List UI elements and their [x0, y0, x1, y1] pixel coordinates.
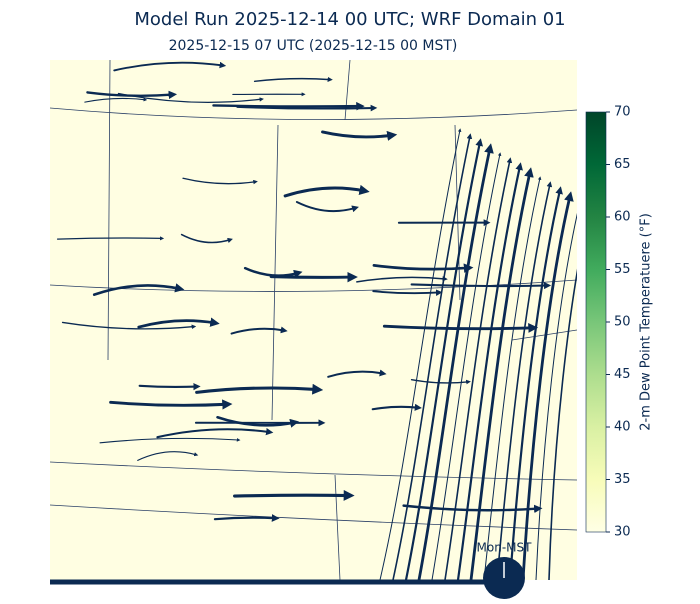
subtitle: 2025-12-15 07 UTC (2025-12-15 00 MST)	[169, 38, 458, 54]
colorbar-tick-label: 70	[614, 105, 631, 120]
map	[50, 60, 590, 580]
streamline	[140, 386, 197, 387]
colorbar-tick-label: 50	[614, 315, 631, 330]
colorbar-tick-label: 65	[614, 157, 631, 172]
colorbar	[586, 112, 606, 532]
title: Model Run 2025-12-14 00 UTC; WRF Domain …	[134, 9, 565, 30]
colorbar-tick-label: 55	[614, 262, 631, 277]
colorbar-tick-label: 40	[614, 420, 631, 435]
colorbar-ticks: 30 35 40 45 50 55 60 65 70	[606, 105, 631, 540]
colorbar-label: 2-m Dew Point Temperatuere (°F)	[639, 213, 654, 431]
colorbar-tick-label: 60	[614, 210, 631, 225]
streamline	[271, 277, 352, 278]
streamline	[235, 495, 350, 496]
colorbar-tick-label: 35	[614, 472, 631, 487]
colorbar-tick-label: 30	[614, 525, 631, 540]
timeline-label: Mon-MST	[477, 541, 533, 555]
colorbar-tick-label: 45	[614, 367, 631, 382]
map-background	[50, 60, 577, 580]
streamline	[213, 105, 360, 106]
